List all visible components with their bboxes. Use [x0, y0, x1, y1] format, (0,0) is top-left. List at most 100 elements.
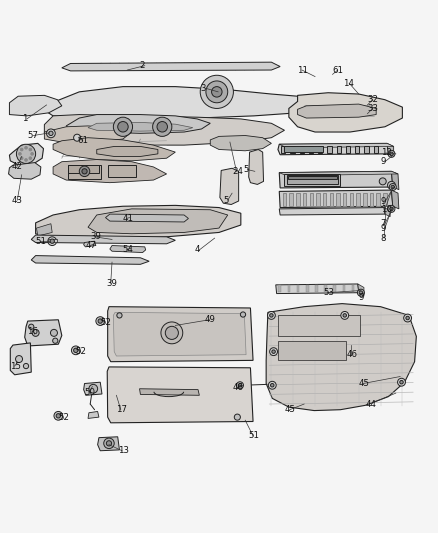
Circle shape	[21, 148, 23, 151]
Text: 24: 24	[232, 167, 243, 176]
Circle shape	[206, 81, 228, 103]
Bar	[278, 341, 346, 360]
Text: 54: 54	[122, 245, 133, 254]
Text: 5: 5	[223, 196, 229, 205]
Bar	[279, 285, 281, 292]
Polygon shape	[44, 126, 132, 142]
Text: 7: 7	[381, 219, 386, 228]
Circle shape	[89, 384, 98, 393]
Bar	[287, 175, 338, 184]
Circle shape	[74, 348, 78, 352]
Polygon shape	[297, 104, 376, 118]
Circle shape	[270, 348, 278, 356]
Polygon shape	[110, 246, 146, 253]
Circle shape	[341, 311, 349, 319]
Polygon shape	[113, 312, 246, 356]
Bar	[303, 193, 306, 206]
Circle shape	[271, 384, 274, 387]
Polygon shape	[44, 115, 285, 145]
Bar	[323, 193, 326, 206]
Circle shape	[117, 313, 122, 318]
Polygon shape	[31, 256, 149, 264]
Text: 46: 46	[232, 383, 243, 392]
Polygon shape	[62, 62, 280, 71]
Polygon shape	[266, 304, 417, 410]
Text: 14: 14	[343, 79, 354, 87]
Circle shape	[388, 150, 395, 157]
Text: 45: 45	[359, 379, 370, 388]
Circle shape	[357, 289, 364, 296]
Circle shape	[400, 381, 403, 384]
Text: 45: 45	[285, 405, 296, 414]
Text: 51: 51	[249, 431, 260, 440]
Polygon shape	[278, 143, 389, 155]
Text: 17: 17	[117, 405, 127, 414]
Bar	[355, 146, 360, 153]
Circle shape	[388, 205, 395, 212]
Polygon shape	[66, 115, 210, 133]
Bar	[290, 146, 295, 153]
Circle shape	[18, 152, 21, 155]
Bar	[352, 285, 354, 292]
Text: 12: 12	[381, 149, 392, 157]
Circle shape	[50, 329, 57, 336]
Bar	[281, 146, 286, 153]
Bar	[333, 285, 336, 292]
Polygon shape	[84, 241, 96, 247]
Polygon shape	[88, 123, 193, 131]
Bar	[336, 146, 341, 153]
Text: 2: 2	[140, 61, 145, 70]
Text: 52: 52	[100, 318, 111, 327]
Polygon shape	[358, 284, 364, 296]
Polygon shape	[108, 306, 253, 362]
Polygon shape	[106, 214, 188, 222]
Polygon shape	[25, 320, 62, 346]
Polygon shape	[249, 149, 264, 184]
Circle shape	[28, 324, 34, 329]
Bar	[357, 193, 360, 206]
Bar	[383, 193, 387, 206]
Circle shape	[49, 131, 53, 135]
Bar	[288, 176, 337, 179]
Polygon shape	[392, 190, 399, 209]
Circle shape	[32, 329, 39, 336]
Polygon shape	[140, 389, 199, 395]
Polygon shape	[88, 209, 228, 234]
Bar	[363, 193, 367, 206]
Circle shape	[54, 411, 63, 420]
Bar	[350, 193, 353, 206]
Text: 16: 16	[27, 327, 38, 336]
Text: 9: 9	[381, 157, 386, 166]
Polygon shape	[10, 95, 62, 116]
Polygon shape	[279, 171, 398, 176]
Text: 51: 51	[35, 237, 46, 246]
Circle shape	[388, 181, 396, 189]
Bar	[343, 193, 346, 206]
Text: 9: 9	[381, 223, 386, 232]
Circle shape	[240, 312, 246, 317]
Text: 61: 61	[332, 66, 343, 75]
Polygon shape	[44, 87, 324, 118]
Circle shape	[46, 129, 55, 138]
Circle shape	[53, 338, 58, 343]
Bar	[284, 174, 340, 185]
Text: 57: 57	[28, 131, 39, 140]
Circle shape	[379, 178, 386, 185]
Circle shape	[390, 152, 393, 156]
Text: 49: 49	[205, 315, 216, 324]
Polygon shape	[98, 437, 120, 451]
Text: 43: 43	[12, 196, 23, 205]
Circle shape	[56, 414, 60, 418]
Circle shape	[157, 122, 167, 132]
Bar	[370, 193, 373, 206]
Circle shape	[79, 166, 90, 176]
Polygon shape	[84, 382, 102, 395]
Bar	[68, 165, 101, 179]
Bar	[310, 193, 313, 206]
Polygon shape	[10, 143, 43, 165]
Bar	[316, 193, 320, 206]
Bar	[318, 146, 322, 153]
Text: 41: 41	[122, 214, 133, 223]
Polygon shape	[53, 138, 175, 161]
Bar	[336, 193, 340, 206]
